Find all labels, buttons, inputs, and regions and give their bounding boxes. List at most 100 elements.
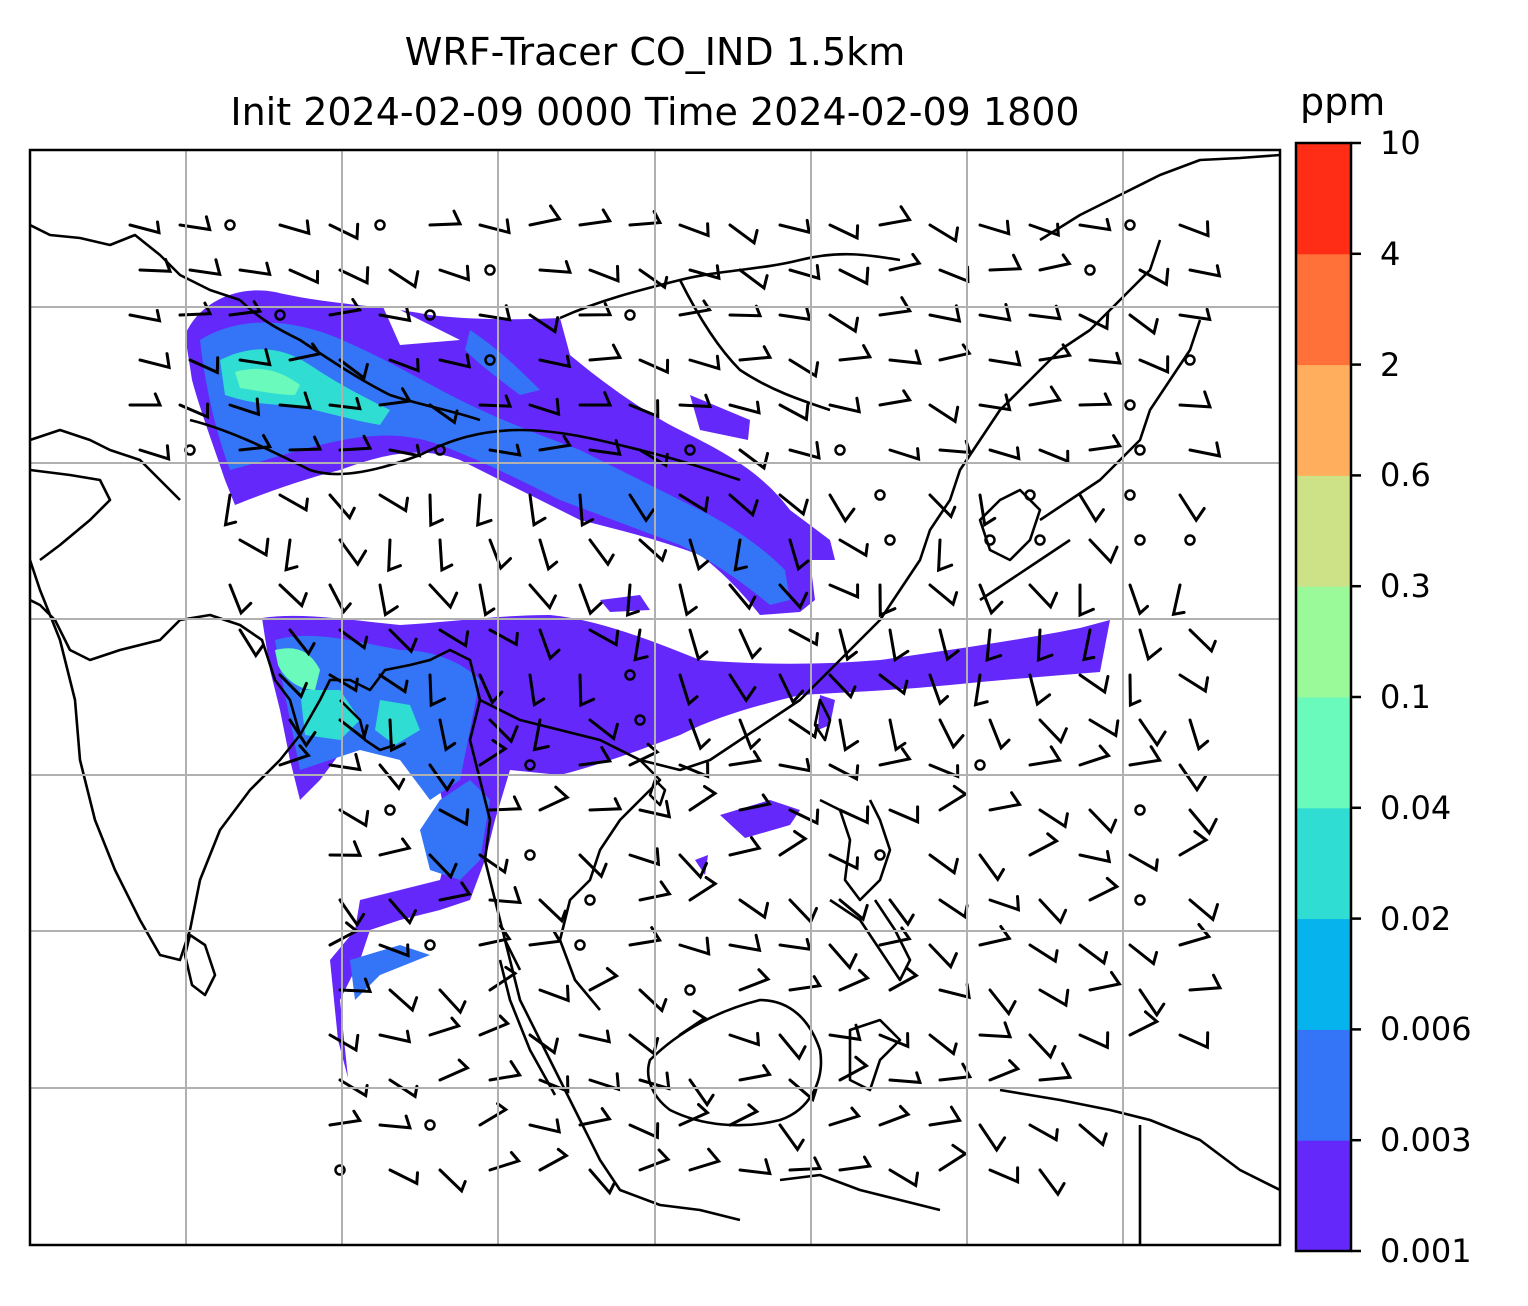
- wind-barb: [678, 393, 713, 409]
- wind-barb: [738, 898, 770, 920]
- wind-barb: [538, 1147, 570, 1172]
- wind-barb: [328, 840, 363, 857]
- calm-wind-marker: [524, 759, 536, 771]
- wind-barb: [788, 358, 820, 379]
- wind-barb: [588, 343, 623, 362]
- wind-barb: [728, 673, 757, 704]
- wind-barb: [978, 219, 1011, 236]
- wind-barb: [1082, 628, 1096, 662]
- wind-barb: [1028, 222, 1060, 238]
- wind-barb: [1038, 718, 1068, 745]
- wind-barb: [238, 434, 273, 452]
- wind-barb: [528, 313, 560, 335]
- wind-barb: [738, 448, 770, 471]
- colorbar-bin: [1296, 475, 1351, 587]
- calm-wind-marker: [374, 219, 386, 231]
- wind-barb: [378, 306, 412, 323]
- wind-barb: [638, 358, 670, 375]
- wind-barb: [828, 943, 858, 971]
- wind-barb: [1038, 898, 1068, 925]
- wind-barb: [1088, 538, 1119, 565]
- wind-barb: [888, 967, 920, 992]
- wind-barb: [428, 583, 459, 610]
- wind-barb: [1188, 898, 1219, 923]
- wind-barb: [338, 628, 369, 651]
- wind-barb: [778, 1123, 805, 1153]
- wind-barb: [988, 791, 1023, 812]
- colorbar-bin: [1296, 253, 1351, 366]
- wind-barb: [738, 345, 773, 362]
- wind-barb: [476, 493, 493, 528]
- wind-barb: [228, 300, 263, 317]
- wind-barb: [828, 763, 860, 782]
- wind-barb: [288, 268, 320, 285]
- wind-barb: [788, 975, 823, 992]
- wind-barb: [1028, 583, 1059, 610]
- wind-barb: [638, 268, 669, 290]
- calm-wind-marker: [884, 534, 896, 546]
- wind-barb: [378, 387, 413, 407]
- wind-barb: [928, 1033, 958, 1057]
- wind-barb: [788, 264, 821, 281]
- wind-barb: [387, 538, 402, 573]
- wind-barb: [838, 1155, 873, 1172]
- wind-barb: [888, 1071, 923, 1085]
- colorbar-bin: [1296, 807, 1351, 920]
- wind-barb: [828, 313, 859, 334]
- wind-barb: [438, 718, 457, 752]
- wind-barb: [988, 895, 1021, 912]
- wind-barb: [1188, 718, 1210, 752]
- wind-barb: [1038, 988, 1070, 1008]
- wind-barb: [728, 933, 762, 953]
- wind-barb: [588, 1072, 621, 1092]
- wind-barb: [488, 1060, 523, 1082]
- wind-barb: [888, 252, 922, 272]
- wind-barb: [1178, 763, 1207, 793]
- wind-barb: [625, 583, 640, 618]
- wind-barb: [1028, 1123, 1059, 1143]
- wind-barb: [638, 880, 672, 902]
- wind-barb: [888, 718, 907, 752]
- wind-barb: [988, 718, 1011, 751]
- calm-wind-marker: [624, 669, 636, 681]
- wind-barb: [828, 673, 857, 700]
- wind-barb: [928, 763, 960, 779]
- colorbar-tick-label: 2: [1380, 345, 1401, 384]
- wind-barb: [678, 222, 710, 238]
- map-title-line-1: WRF-Tracer CO_IND 1.5km: [404, 30, 906, 74]
- wind-barb: [628, 847, 661, 867]
- calm-wind-marker: [624, 309, 636, 321]
- wind-barb: [1188, 441, 1222, 458]
- wind-barb: [478, 853, 509, 875]
- coastlines: [30, 153, 1280, 1245]
- wind-barb: [1128, 673, 1142, 708]
- wind-barb: [238, 261, 272, 277]
- wind-barb: [1128, 1010, 1160, 1037]
- wind-barb: [528, 397, 561, 417]
- wind-barb: [928, 583, 959, 607]
- wind-barb: [438, 353, 472, 369]
- wind-barb: [1178, 673, 1210, 694]
- wind-barb: [788, 538, 810, 572]
- wind-barb: [688, 628, 709, 662]
- wind-barb: [678, 299, 712, 317]
- colorbar-bin: [1296, 586, 1351, 698]
- wind-barb: [578, 391, 613, 407]
- calm-wind-marker: [484, 354, 496, 366]
- wind-barb: [638, 988, 668, 1014]
- calm-wind-markers: [184, 219, 1196, 1176]
- wind-barb: [278, 744, 312, 767]
- wind-barb: [633, 628, 649, 662]
- wind-barb: [688, 354, 721, 371]
- wind-barb: [888, 447, 921, 462]
- wind-barb: [888, 628, 910, 663]
- wind-barb: [428, 209, 463, 227]
- colorbar-bin: [1296, 1029, 1351, 1141]
- wind-barb: [628, 742, 660, 767]
- wind-barb: [733, 538, 748, 572]
- wind-barb: [988, 446, 1021, 461]
- wind-barb: [223, 493, 238, 527]
- wind-barb: [178, 215, 212, 232]
- colorbar-tick-label: 0.006: [1380, 1010, 1472, 1049]
